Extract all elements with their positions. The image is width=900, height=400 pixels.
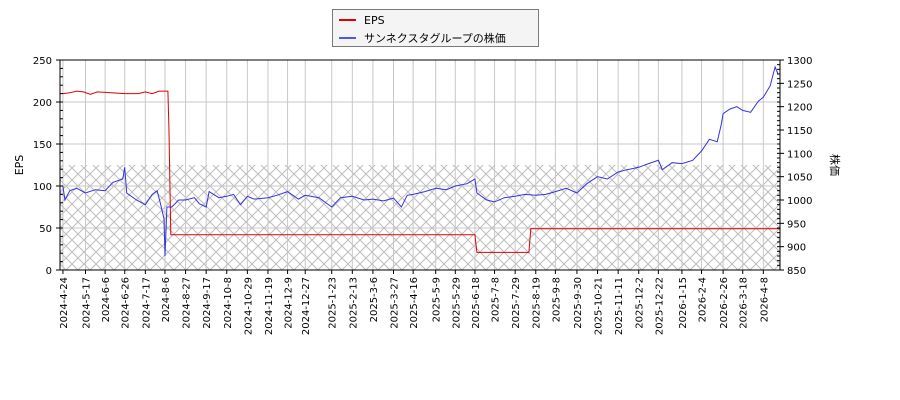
svg-text:2026-2-26: 2026-2-26 — [719, 277, 730, 329]
svg-text:850: 850 — [787, 266, 806, 277]
svg-text:1050: 1050 — [787, 173, 812, 184]
svg-text:2025-9-30: 2025-9-30 — [573, 277, 584, 329]
svg-text:0: 0 — [46, 266, 52, 277]
svg-text:2025-5-9: 2025-5-9 — [432, 277, 443, 322]
svg-text:100: 100 — [33, 182, 52, 193]
x-axis: 2024-4-24 2024-5-17 2024-6-6 2024-6-26 2024-… — [59, 270, 770, 335]
svg-text:2025-6-18: 2025-6-18 — [471, 277, 482, 329]
svg-text:1300: 1300 — [787, 56, 812, 67]
legend: EPS サンネクスタグループの株価 — [332, 9, 539, 47]
svg-text:2024-12-9: 2024-12-9 — [284, 277, 295, 329]
right-y-axis: 850 900 950 1000 1050 1100 1150 1200 1250 1300 — [777, 56, 812, 277]
stock-price-line — [62, 65, 779, 257]
svg-text:2026-3-18: 2026-3-18 — [739, 277, 750, 329]
svg-text:2025-7-29: 2025-7-29 — [511, 277, 522, 329]
series-lines — [62, 65, 780, 257]
svg-text:2026-4-8: 2026-4-8 — [759, 277, 770, 322]
svg-text:1150: 1150 — [787, 126, 812, 137]
svg-text:2024-9-17: 2024-9-17 — [202, 277, 213, 329]
svg-text:50: 50 — [39, 224, 52, 235]
svg-text:2024-11-19: 2024-11-19 — [264, 277, 275, 335]
svg-text:150: 150 — [33, 140, 52, 151]
svg-text:2025-12-22: 2025-12-22 — [654, 277, 665, 335]
svg-text:2025-2-13: 2025-2-13 — [348, 277, 359, 329]
svg-text:1200: 1200 — [787, 103, 812, 114]
svg-text:2025-8-19: 2025-8-19 — [532, 277, 543, 329]
svg-text:2025-12-2: 2025-12-2 — [635, 277, 646, 329]
svg-text:250: 250 — [33, 56, 52, 67]
svg-text:2024-8-27: 2024-8-27 — [182, 277, 193, 329]
svg-text:2026-1-15: 2026-1-15 — [678, 277, 689, 329]
svg-text:950: 950 — [787, 219, 806, 230]
svg-text:2025-4-16: 2025-4-16 — [409, 277, 420, 329]
svg-text:2025-10-21: 2025-10-21 — [594, 277, 605, 335]
svg-text:2025-3-6: 2025-3-6 — [369, 277, 380, 322]
stock-line-swatch-icon — [339, 37, 356, 39]
right-axis-title: 株価 — [828, 154, 842, 176]
svg-text:2025-1-23: 2025-1-23 — [328, 277, 339, 329]
svg-text:2024-5-17: 2024-5-17 — [82, 277, 93, 329]
eps-line-swatch-icon — [339, 19, 356, 21]
eps-line — [62, 90, 780, 253]
legend-item-stock-price: サンネクスタグループの株価 — [339, 30, 506, 46]
svg-text:200: 200 — [33, 98, 52, 109]
svg-text:2025-11-11: 2025-11-11 — [614, 277, 625, 335]
svg-text:900: 900 — [787, 243, 806, 254]
svg-text:2024-6-26: 2024-6-26 — [121, 277, 132, 329]
plot-frame — [59, 59, 781, 271]
svg-text:2024-7-17: 2024-7-17 — [141, 277, 152, 329]
svg-text:1100: 1100 — [787, 149, 812, 160]
hatch-band — [60, 165, 780, 270]
left-axis-title: EPS — [13, 155, 26, 176]
legend-label-eps: EPS — [364, 13, 385, 27]
svg-text:2026-2-4: 2026-2-4 — [698, 277, 709, 322]
svg-text:1250: 1250 — [787, 79, 812, 90]
svg-text:2025-9-8: 2025-9-8 — [551, 277, 562, 322]
svg-text:2024-10-29: 2024-10-29 — [243, 277, 254, 335]
svg-text:2025-3-27: 2025-3-27 — [390, 277, 401, 329]
legend-label-stock-price: サンネクスタグループの株価 — [364, 32, 506, 45]
svg-text:2024-6-6: 2024-6-6 — [101, 277, 112, 322]
svg-text:2024-12-27: 2024-12-27 — [301, 277, 312, 335]
svg-text:2024-10-8: 2024-10-8 — [223, 277, 234, 329]
svg-text:2024-8-6: 2024-8-6 — [161, 277, 172, 322]
legend-item-eps: EPS — [339, 12, 385, 28]
svg-text:2024-4-24: 2024-4-24 — [59, 277, 70, 329]
svg-text:2025-7-8: 2025-7-8 — [491, 277, 502, 322]
svg-text:2025-5-29: 2025-5-29 — [451, 277, 462, 329]
left-y-axis: 0 50 100 150 200 250 — [33, 56, 63, 277]
svg-text:1000: 1000 — [787, 196, 812, 207]
